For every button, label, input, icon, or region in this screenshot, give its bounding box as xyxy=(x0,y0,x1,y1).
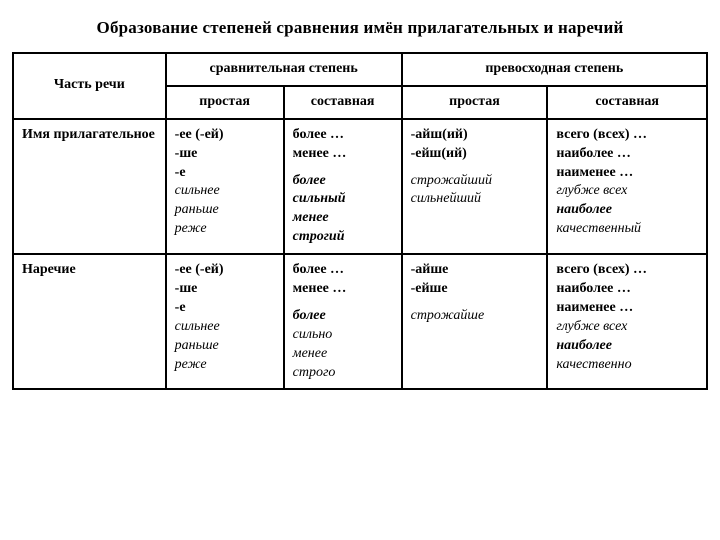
cell-line: менее xyxy=(293,345,393,364)
cell-comp-compound: более …менее … болеесильныйменеестрогий xyxy=(284,119,402,254)
cell-line: сильнее xyxy=(175,182,275,201)
cell-line: реже xyxy=(175,220,275,239)
cell-line: всего (всех) … xyxy=(556,261,698,280)
cell-comp-compound: более …менее … болеесильноменеестрого xyxy=(284,254,402,389)
col-comparative: сравнительная степень xyxy=(166,53,402,86)
cell-sup-compound: всего (всех) …наиболее …наименее …глубже… xyxy=(547,119,707,254)
cell-line: более … xyxy=(293,126,393,145)
cell-line: -ше xyxy=(175,145,275,164)
cell-gap xyxy=(411,164,539,172)
cell-line: сильнейший xyxy=(411,190,539,209)
cell-comp-simple: -ее (-ей)-ше-есильнеераньшереже xyxy=(166,119,284,254)
cell-line: менее xyxy=(293,209,393,228)
cell-line: -ейш(ий) xyxy=(411,145,539,164)
cell-sup-simple: -айш(ий)-ейш(ий) строжайшийсильнейший xyxy=(402,119,548,254)
col-sup-compound: составная xyxy=(547,86,707,119)
cell-sup-simple: -айше-ейше строжайше xyxy=(402,254,548,389)
cell-line: сильнее xyxy=(175,318,275,337)
cell-line: качественный xyxy=(556,220,698,239)
cell-line: более xyxy=(293,307,393,326)
cell-line: более xyxy=(293,172,393,191)
table-header-row-1: Часть речи сравнительная степень превосх… xyxy=(13,53,707,86)
table-row: Наречие -ее (-ей)-ше-есильнеераньшереже … xyxy=(13,254,707,389)
cell-line: наиболее … xyxy=(556,145,698,164)
cell-line: строго xyxy=(293,364,393,383)
col-part-of-speech: Часть речи xyxy=(13,53,166,119)
cell-line: менее … xyxy=(293,280,393,299)
cell-line: -ее (-ей) xyxy=(175,126,275,145)
cell-gap xyxy=(293,299,393,307)
cell-line: строжайше xyxy=(411,307,539,326)
cell-line: глубже всех xyxy=(556,182,698,201)
cell-line: -ше xyxy=(175,280,275,299)
cell-line: сильно xyxy=(293,326,393,345)
col-sup-simple: простая xyxy=(402,86,548,119)
cell-sup-compound: всего (всех) …наиболее …наименее …глубже… xyxy=(547,254,707,389)
col-comp-simple: простая xyxy=(166,86,284,119)
row-label: Наречие xyxy=(13,254,166,389)
table-head: Часть речи сравнительная степень превосх… xyxy=(13,53,707,119)
cell-gap xyxy=(293,164,393,172)
cell-line: глубже всех xyxy=(556,318,698,337)
cell-line: раньше xyxy=(175,201,275,220)
row-label: Имя прилагательное xyxy=(13,119,166,254)
cell-line: строгий xyxy=(293,228,393,247)
cell-line: наиболее … xyxy=(556,280,698,299)
cell-comp-simple: -ее (-ей)-ше-есильнеераньшереже xyxy=(166,254,284,389)
table-row: Имя прилагательное -ее (-ей)-ше-есильнее… xyxy=(13,119,707,254)
cell-line: -ее (-ей) xyxy=(175,261,275,280)
cell-line: -айше xyxy=(411,261,539,280)
page: Образование степеней сравнения имён прил… xyxy=(0,0,720,398)
cell-line: сильный xyxy=(293,190,393,209)
cell-line: -айш(ий) xyxy=(411,126,539,145)
cell-line: -ейше xyxy=(411,280,539,299)
cell-line: наиболее xyxy=(556,337,698,356)
cell-line: наиболее xyxy=(556,201,698,220)
cell-line: -е xyxy=(175,164,275,183)
cell-line: качественно xyxy=(556,356,698,375)
cell-gap xyxy=(411,299,539,307)
col-comp-compound: составная xyxy=(284,86,402,119)
cell-line: строжайший xyxy=(411,172,539,191)
cell-line: всего (всех) … xyxy=(556,126,698,145)
cell-line: наименее … xyxy=(556,299,698,318)
page-title: Образование степеней сравнения имён прил… xyxy=(12,18,708,38)
cell-line: реже xyxy=(175,356,275,375)
comparison-table: Часть речи сравнительная степень превосх… xyxy=(12,52,708,390)
cell-line: наименее … xyxy=(556,164,698,183)
cell-line: более … xyxy=(293,261,393,280)
table-body: Имя прилагательное -ее (-ей)-ше-есильнее… xyxy=(13,119,707,390)
cell-line: раньше xyxy=(175,337,275,356)
cell-line: менее … xyxy=(293,145,393,164)
col-superlative: превосходная степень xyxy=(402,53,707,86)
cell-line: -е xyxy=(175,299,275,318)
